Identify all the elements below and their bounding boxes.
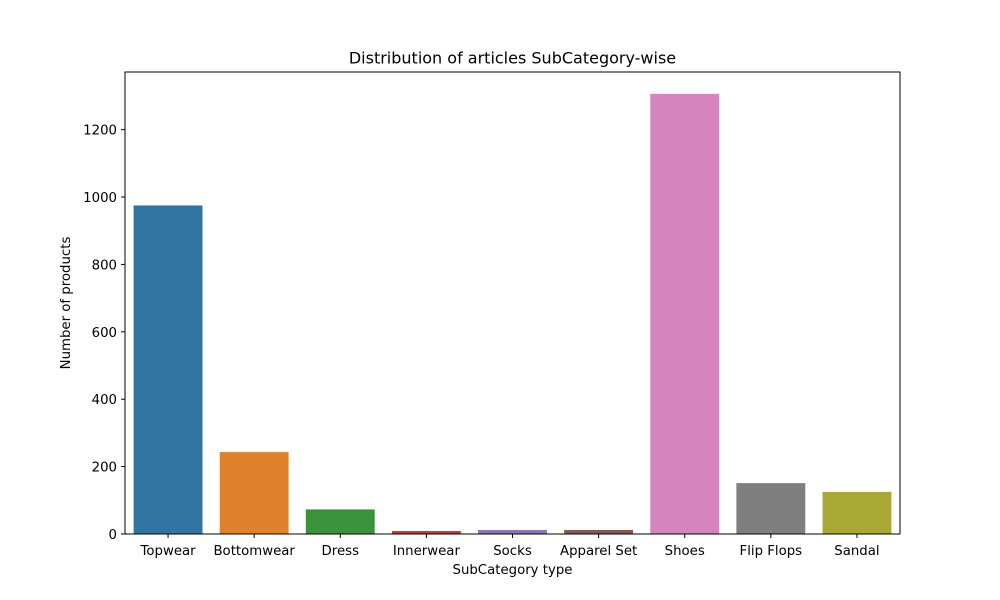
y-tick-label: 1000 [83, 191, 117, 206]
bar-innerwear [391, 530, 461, 534]
x-tick-label: Bottomwear [213, 544, 295, 559]
bar-shoes [650, 93, 720, 535]
x-tick-label: Sandal [834, 544, 879, 559]
x-tick-label: Innerwear [393, 544, 461, 559]
y-tick-label: 800 [92, 258, 117, 273]
y-axis: 0 200 400 600 800 1000 1200 [83, 124, 125, 543]
bar-sandal [822, 491, 892, 534]
y-tick-label: 400 [92, 393, 117, 408]
y-tick-label: 600 [92, 326, 117, 341]
x-axis: Topwear Bottomwear Dress Innerwear Socks Appa… [140, 534, 880, 559]
x-tick-label: Flip Flops [740, 544, 803, 559]
chart-title: Distribution of articles SubCategory-wis… [349, 49, 676, 68]
bar-apparel-set [564, 529, 634, 534]
x-tick-label: Topwear [140, 544, 197, 559]
y-tick-label: 1200 [83, 124, 117, 139]
bar-topwear [133, 205, 203, 534]
x-tick-label: Shoes [665, 544, 705, 559]
y-axis-title: Number of products [59, 237, 74, 370]
bar-flip-flops [736, 483, 806, 534]
x-tick-label: Socks [493, 544, 532, 559]
x-axis-title: SubCategory type [453, 563, 573, 578]
bar-dress [305, 509, 375, 534]
x-tick-label: Dress [322, 544, 360, 559]
y-tick-label: 0 [109, 528, 117, 543]
bars-group [133, 93, 892, 535]
bar-socks [478, 529, 547, 534]
bar-bottomwear [219, 452, 289, 534]
y-tick-label: 200 [92, 461, 117, 476]
x-tick-label: Apparel Set [560, 544, 637, 559]
plot-frame [124, 71, 901, 535]
